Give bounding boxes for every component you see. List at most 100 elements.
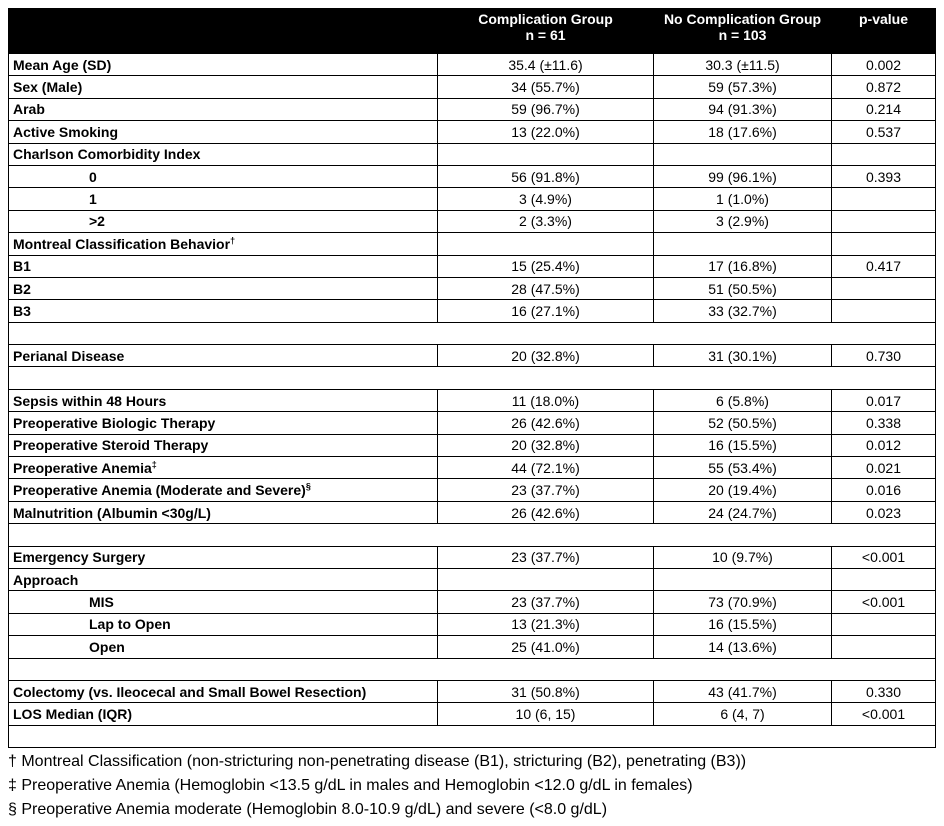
header-cell: Complication Group n = 61 (437, 8, 654, 54)
value-cell: 55 (53.4%) (653, 456, 832, 480)
footnote-marker: † (230, 235, 236, 246)
table-row: Emergency Surgery 23 (37.7%) 10 (9.7%) <0.0… (8, 545, 936, 569)
row-label: Active Smoking (8, 120, 438, 144)
row-label: 0 (8, 164, 438, 189)
value-cell: 14 (13.6%) (653, 635, 832, 659)
table-row: Montreal Classification Behavior† (8, 232, 936, 256)
label-text: Sepsis within 48 Hours (13, 392, 167, 409)
footnote: ‡ Preoperative Anemia (Hemoglobin <13.5 … (8, 777, 693, 794)
cell-text: 0.016 (865, 482, 902, 499)
value-cell: 20 (19.4%) (653, 478, 832, 502)
spacer-cell (8, 321, 936, 346)
table-row: Malnutrition (Albumin <30g/L) 26 (42.6%) 2… (8, 500, 936, 525)
row-label: Montreal Classification Behavior† (8, 232, 438, 256)
cell-text: 23 (37.7%) (511, 482, 580, 499)
cell-text: 6 (4, 7) (720, 706, 765, 723)
label-text: Colectomy (vs. Ileocecal and Small Bowel… (13, 683, 367, 700)
label-text: 1 (89, 191, 97, 208)
row-label: Malnutrition (Albumin <30g/L) (8, 500, 438, 525)
value-cell: 0.023 (831, 500, 936, 525)
spacer-cell (8, 523, 936, 547)
value-cell: 43 (41.7%) (653, 679, 832, 704)
table-row: 1 3 (4.9%) 1 (1.0%) (8, 187, 936, 211)
spacer-cell (8, 724, 936, 749)
value-cell: 0.330 (831, 679, 936, 704)
value-cell: 16 (15.5%) (653, 612, 832, 637)
row-label: LOS Median (IQR) (8, 702, 438, 726)
value-cell: 0.417 (831, 254, 936, 278)
cell-text: 16 (15.5%) (708, 616, 777, 633)
value-cell: 34 (55.7%) (437, 75, 654, 99)
label-text: Approach (13, 571, 79, 588)
label-text: Preoperative Steroid Therapy (13, 437, 209, 454)
cell-text: 0.012 (865, 437, 902, 454)
value-cell (831, 612, 936, 637)
table-row: Open 25 (41.0%) 14 (13.6%) (8, 635, 936, 659)
value-cell: 94 (91.3%) (653, 97, 832, 122)
table-row: Active Smoking 13 (22.0%) 18 (17.6%) 0.537 (8, 120, 936, 144)
spacer-row (8, 724, 936, 749)
value-cell: 3 (4.9%) (437, 187, 654, 211)
row-label: B3 (8, 299, 438, 323)
cell-text: 0.023 (865, 504, 902, 521)
value-cell (437, 142, 654, 166)
row-label: >2 (8, 209, 438, 234)
value-cell: 0.012 (831, 433, 936, 458)
label-text: Active Smoking (13, 123, 119, 140)
cell-text: 0.021 (865, 459, 902, 476)
row-label: Arab (8, 97, 438, 122)
cell-text: 10 (9.7%) (712, 549, 773, 566)
cell-text: 59 (57.3%) (708, 79, 777, 96)
value-cell: 56 (91.8%) (437, 164, 654, 189)
cell-text: 0.017 (865, 392, 902, 409)
cell-text: 0.417 (865, 258, 902, 275)
column-n: n = 103 (718, 27, 767, 43)
row-label: Approach (8, 567, 438, 592)
cell-text: <0.001 (861, 594, 906, 611)
value-cell: 99 (96.1%) (653, 164, 832, 189)
row-label: Preoperative Biologic Therapy (8, 411, 438, 435)
table-row: Lap to Open 13 (21.3%) 16 (15.5%) (8, 612, 936, 637)
cell-text: 44 (72.1%) (511, 459, 580, 476)
value-cell: 15 (25.4%) (437, 254, 654, 278)
label-text: 0 (89, 168, 97, 185)
value-cell: 3 (2.9%) (653, 209, 832, 234)
value-cell: 18 (17.6%) (653, 120, 832, 144)
cell-text: <0.001 (861, 706, 906, 723)
label-text: Preoperative Anemia (Moderate and Severe… (13, 482, 306, 499)
label-text: Preoperative Biologic Therapy (13, 414, 216, 431)
table-row: Perianal Disease 20 (32.8%) 31 (30.1%) 0.73… (8, 344, 936, 368)
footnote: † Montreal Classification (non-stricturi… (8, 753, 747, 770)
row-label: Lap to Open (8, 612, 438, 637)
header-cell (8, 8, 438, 54)
footnote-marker: § (305, 481, 311, 492)
row-label: Preoperative Steroid Therapy (8, 433, 438, 458)
spacer-row (8, 366, 936, 390)
cell-text: 15 (25.4%) (511, 258, 580, 275)
row-label: MIS (8, 590, 438, 614)
value-cell (831, 635, 936, 659)
value-cell (831, 142, 936, 166)
column-title: p-value (858, 11, 908, 27)
cell-text: 11 (18.0%) (511, 392, 580, 409)
cell-text: 23 (37.7%) (511, 549, 580, 566)
row-label: Colectomy (vs. Ileocecal and Small Bowel… (8, 679, 438, 704)
cell-text: 3 (4.9%) (519, 191, 572, 208)
table-row: Approach (8, 567, 936, 592)
footnote: § Preoperative Anemia moderate (Hemoglob… (8, 801, 608, 818)
header-cell: No Complication Group n = 103 (653, 8, 832, 54)
row-label: Emergency Surgery (8, 545, 438, 569)
value-cell (831, 567, 936, 592)
label-text: B1 (13, 258, 31, 275)
label-text: LOS Median (IQR) (13, 706, 132, 723)
value-cell: 52 (50.5%) (653, 411, 832, 435)
cell-text: 0.730 (865, 347, 902, 364)
header-row: Complication Group n = 61 No Complication … (8, 8, 936, 54)
row-label: Mean Age (SD) (8, 52, 438, 77)
cell-text: 23 (37.7%) (511, 594, 580, 611)
label-text: Mean Age (SD) (13, 56, 112, 73)
table-row: Sepsis within 48 Hours 11 (18.0%) 6 (5.8%)… (8, 388, 936, 413)
label-text: >2 (89, 213, 105, 230)
value-cell (653, 142, 832, 166)
